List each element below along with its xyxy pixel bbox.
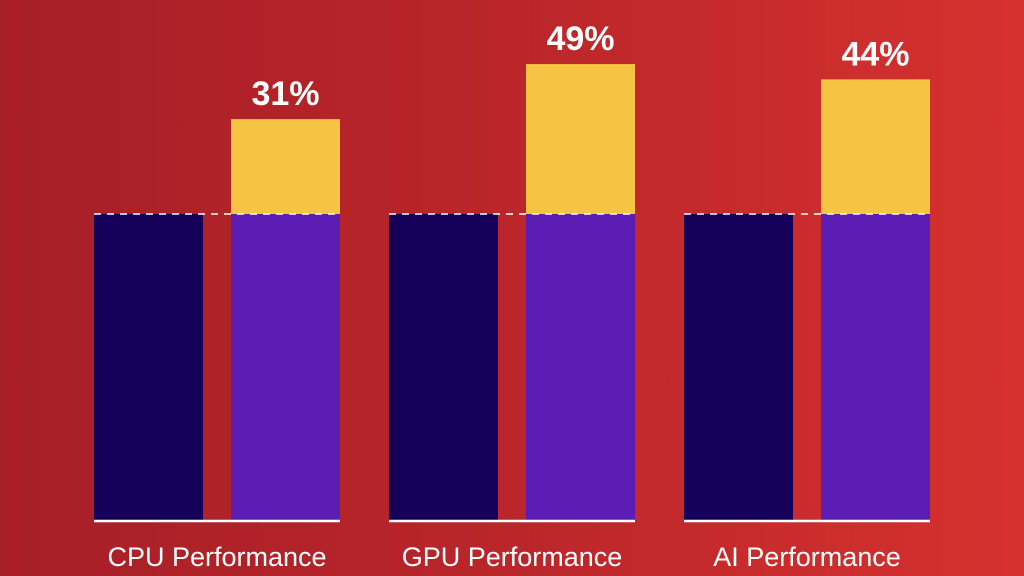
- ai-performance-gain-bar: [821, 79, 930, 214]
- gpu-performance-category-label: GPU Performance: [402, 542, 623, 572]
- ai-performance-category-label: AI Performance: [713, 542, 901, 572]
- ai-performance-percent-label: 44%: [841, 35, 909, 73]
- cpu-performance-category-label: CPU Performance: [107, 542, 326, 572]
- cpu-performance-improved-bar: [231, 214, 340, 520]
- ai-performance-baseline-bar: [684, 214, 793, 520]
- labels-layer: 31% CPU Performance 49% GPU Performance 44% A…: [107, 20, 909, 572]
- cpu-performance-percent-label: 31%: [251, 75, 319, 113]
- cpu-performance-baseline-bar: [94, 214, 203, 520]
- gpu-performance-percent-label: 49%: [546, 20, 614, 58]
- gpu-performance-improved-bar: [526, 214, 635, 520]
- gpu-performance-gain-bar: [526, 64, 635, 214]
- gpu-performance-baseline-bar: [389, 214, 498, 520]
- ai-performance-improved-bar: [821, 214, 930, 520]
- cpu-performance-gain-bar: [231, 119, 340, 214]
- bars-layer: [94, 64, 930, 523]
